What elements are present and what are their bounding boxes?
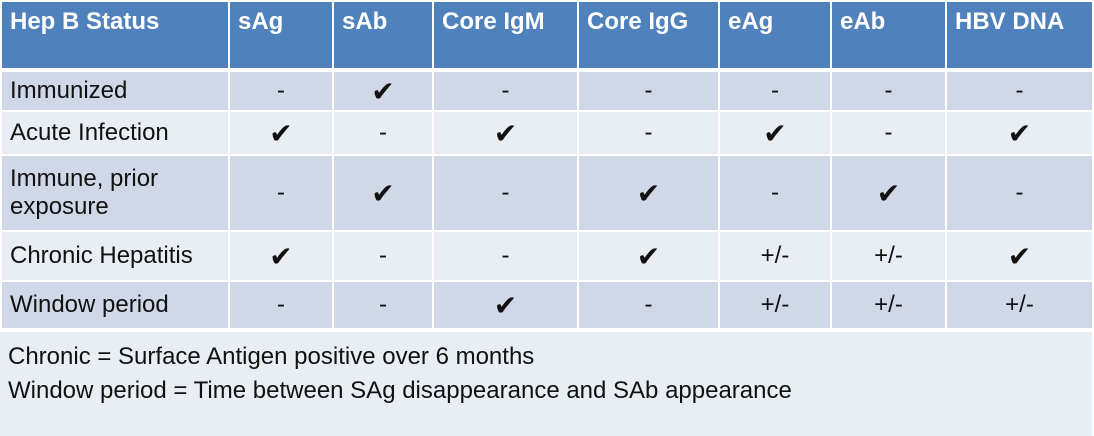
hep-b-table: Hep B Status sAg sAb Core IgM Core IgG eAg eAb…: [0, 0, 1094, 330]
header-row: Hep B Status sAg sAb Core IgM Core IgG eAg eAb…: [0, 0, 1094, 70]
status-cell: ✔: [945, 230, 1094, 282]
table-row: Chronic Hepatitis ✔ - - ✔ +/- +/- ✔: [0, 230, 1094, 282]
status-cell: -: [332, 110, 434, 156]
table-row: Immunized - ✔ - - - - -: [0, 70, 1094, 112]
header-cell: eAg: [718, 0, 832, 70]
row-label: Acute Infection: [0, 110, 230, 156]
row-label: Immune, prior exposure: [0, 154, 230, 232]
header-cell: eAb: [830, 0, 947, 70]
status-cell: -: [228, 280, 334, 330]
footnotes: Chronic = Surface Antigen positive over …: [0, 330, 1092, 436]
footnote-line: Window period = Time between SAg disappe…: [8, 377, 792, 404]
status-cell: -: [718, 70, 832, 112]
table-row: Immune, prior exposure - ✔ - ✔ - ✔ -: [0, 154, 1094, 232]
status-cell: ✔: [718, 110, 832, 156]
status-cell: -: [432, 154, 579, 232]
status-cell: -: [830, 110, 947, 156]
status-cell: -: [228, 70, 334, 112]
spacer-cell: [946, 68, 1093, 71]
table-row: Acute Infection ✔ - ✔ - ✔ - ✔: [0, 110, 1094, 156]
header-cell: sAb: [332, 0, 434, 70]
status-cell: ✔: [432, 110, 579, 156]
status-cell: -: [432, 230, 579, 282]
status-cell: ✔: [830, 154, 947, 232]
spacer-cell: [831, 68, 946, 71]
header-cell: Hep B Status: [0, 0, 230, 70]
status-cell: -: [332, 230, 434, 282]
row-label: Chronic Hepatitis: [0, 230, 230, 282]
spacer-row: [1, 68, 1093, 71]
status-cell: -: [945, 154, 1094, 232]
status-cell: -: [228, 154, 334, 232]
table-body: Immunized - ✔ - - - - - Acute Infection ✔ - ✔ - ✔ - ✔ Im…: [0, 68, 1094, 330]
status-cell: ✔: [432, 280, 579, 330]
status-cell: ✔: [228, 230, 334, 282]
spacer-cell: [578, 68, 719, 71]
spacer-cell: [1, 68, 229, 71]
header-cell: HBV DNA: [945, 0, 1094, 70]
status-cell: +/-: [718, 280, 832, 330]
status-cell: ✔: [332, 154, 434, 232]
header-cell: sAg: [228, 0, 334, 70]
header-cell: Core IgM: [432, 0, 579, 70]
row-label: Window period: [0, 280, 230, 330]
status-cell: -: [945, 70, 1094, 112]
spacer-cell: [433, 68, 578, 71]
status-cell: -: [577, 280, 720, 330]
status-cell: ✔: [228, 110, 334, 156]
status-cell: -: [432, 70, 579, 112]
table-row: Window period - - ✔ - +/- +/- +/-: [0, 280, 1094, 330]
status-cell: -: [577, 110, 720, 156]
spacer-cell: [333, 68, 433, 71]
status-cell: +/-: [830, 280, 947, 330]
spacer-cell: [229, 68, 333, 71]
status-cell: ✔: [945, 110, 1094, 156]
status-cell: -: [332, 280, 434, 330]
status-cell: ✔: [577, 230, 720, 282]
header-cell: Core IgG: [577, 0, 720, 70]
status-cell: -: [577, 70, 720, 112]
row-label: Immunized: [0, 70, 230, 112]
status-cell: -: [830, 70, 947, 112]
footnote-line: Chronic = Surface Antigen positive over …: [8, 343, 535, 370]
status-cell: +/-: [830, 230, 947, 282]
status-cell: ✔: [577, 154, 720, 232]
status-cell: +/-: [945, 280, 1094, 330]
spacer-cell: [719, 68, 831, 71]
status-cell: +/-: [718, 230, 832, 282]
status-cell: -: [718, 154, 832, 232]
status-cell: ✔: [332, 70, 434, 112]
